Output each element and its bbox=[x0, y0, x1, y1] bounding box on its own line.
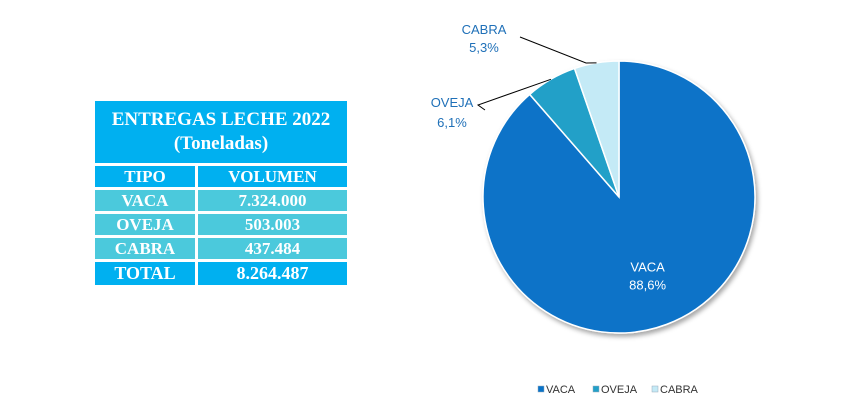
slice-percent-cabra: 5,3% bbox=[469, 40, 499, 55]
total-volume: 8.264.487 bbox=[195, 259, 350, 288]
legend-swatch-cabra bbox=[651, 385, 659, 393]
legend-swatch-oveja bbox=[592, 385, 600, 393]
slice-percent-vaca: 88,6% bbox=[629, 277, 666, 292]
row-cabra-volume: 437.484 bbox=[195, 235, 350, 262]
leader-line-cabra bbox=[519, 36, 597, 64]
deliveries-table: ENTREGAS LECHE 2022 (Toneladas) TIPO VOL… bbox=[92, 98, 350, 288]
column-header-volumen: VOLUMEN bbox=[195, 163, 350, 190]
slice-label-oveja: OVEJA bbox=[431, 95, 474, 110]
legend-label-oveja: OVEJA bbox=[601, 384, 638, 396]
slice-label-vaca: VACA bbox=[630, 259, 665, 274]
leader-line-oveja bbox=[476, 78, 552, 111]
table-title-line1: ENTREGAS LECHE 2022 bbox=[111, 109, 331, 130]
legend-swatch-vaca bbox=[537, 385, 545, 393]
table-title-line2: (Toneladas) bbox=[173, 133, 269, 154]
row-vaca-type: VACA bbox=[92, 187, 198, 214]
row-vaca-volume: 7.324.000 bbox=[195, 187, 350, 214]
table-row: CABRA 437.484 bbox=[92, 235, 350, 262]
row-cabra-type: CABRA bbox=[92, 235, 198, 262]
table-total-row: TOTAL 8.264.487 bbox=[92, 259, 350, 288]
legend-label-cabra: CABRA bbox=[660, 384, 699, 396]
row-oveja-volume: 503.003 bbox=[195, 211, 350, 238]
slice-percent-oveja: 6,1% bbox=[437, 115, 467, 130]
column-header-tipo: TIPO bbox=[92, 163, 198, 190]
total-label: TOTAL bbox=[92, 259, 198, 288]
legend-label-vaca: VACA bbox=[546, 384, 576, 396]
slice-label-cabra: CABRA bbox=[462, 22, 507, 37]
row-oveja-type: OVEJA bbox=[92, 211, 198, 238]
table-row: VACA 7.324.000 bbox=[92, 187, 350, 214]
table-row: OVEJA 503.003 bbox=[92, 211, 350, 238]
table-title: ENTREGAS LECHE 2022 (Toneladas) bbox=[92, 98, 350, 166]
